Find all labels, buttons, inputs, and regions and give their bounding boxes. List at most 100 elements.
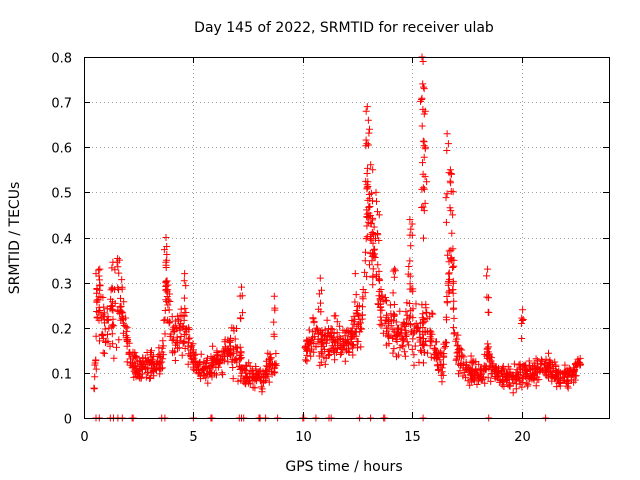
data-point bbox=[323, 316, 331, 324]
data-point bbox=[258, 385, 266, 393]
data-point bbox=[470, 368, 478, 376]
data-point bbox=[213, 371, 220, 379]
data-point bbox=[113, 343, 120, 351]
data-point bbox=[377, 313, 385, 321]
data-point bbox=[229, 364, 237, 371]
data-point bbox=[378, 306, 386, 314]
data-point bbox=[177, 333, 185, 340]
data-point bbox=[509, 389, 517, 397]
data-point bbox=[524, 382, 532, 390]
data-point bbox=[433, 362, 441, 370]
data-point bbox=[571, 376, 579, 384]
data-point bbox=[233, 358, 241, 366]
data-point bbox=[120, 329, 127, 337]
data-point bbox=[115, 269, 123, 277]
data-point bbox=[354, 321, 362, 329]
data-point bbox=[100, 313, 108, 321]
data-point bbox=[426, 313, 434, 321]
data-point bbox=[108, 264, 116, 272]
data-point bbox=[171, 348, 179, 356]
data-point bbox=[443, 298, 451, 306]
data-point bbox=[545, 349, 552, 357]
data-point bbox=[163, 293, 171, 300]
data-point bbox=[487, 358, 495, 366]
data-point bbox=[362, 136, 370, 144]
data-point bbox=[145, 358, 153, 366]
data-point bbox=[131, 352, 138, 360]
data-point bbox=[574, 361, 582, 368]
data-point bbox=[419, 319, 427, 327]
data-point bbox=[127, 359, 135, 367]
data-point bbox=[525, 357, 533, 365]
data-point bbox=[445, 270, 453, 278]
data-point bbox=[443, 147, 451, 154]
data-point bbox=[417, 97, 424, 105]
data-point bbox=[364, 164, 372, 172]
data-point bbox=[443, 190, 451, 198]
data-point bbox=[262, 371, 270, 378]
data-point bbox=[390, 273, 398, 281]
data-point bbox=[367, 161, 375, 169]
data-point bbox=[266, 362, 274, 370]
data-point bbox=[410, 361, 418, 369]
data-point bbox=[419, 159, 426, 167]
data-point bbox=[175, 344, 183, 352]
data-point bbox=[449, 211, 457, 219]
data-point bbox=[219, 371, 227, 379]
data-point bbox=[462, 374, 470, 382]
data-point bbox=[249, 367, 257, 374]
data-point bbox=[499, 377, 507, 385]
data-point bbox=[337, 334, 345, 342]
data-point bbox=[359, 293, 367, 301]
data-point bbox=[363, 222, 371, 230]
data-point bbox=[484, 374, 492, 382]
data-point bbox=[230, 349, 238, 357]
data-point bbox=[424, 349, 432, 357]
data-point bbox=[221, 343, 229, 351]
data-point bbox=[185, 339, 192, 347]
data-point bbox=[375, 267, 383, 275]
data-point bbox=[435, 366, 443, 373]
data-point bbox=[564, 384, 572, 392]
data-point bbox=[120, 322, 128, 329]
data-point bbox=[270, 318, 278, 326]
data-point bbox=[136, 374, 144, 382]
data-point bbox=[394, 351, 402, 359]
data-point bbox=[328, 325, 336, 333]
data-point bbox=[182, 282, 190, 290]
data-point bbox=[101, 319, 108, 327]
data-point bbox=[238, 292, 246, 300]
data-point bbox=[421, 107, 429, 115]
data-point bbox=[180, 312, 188, 320]
data-point bbox=[321, 326, 329, 334]
data-point bbox=[420, 85, 428, 93]
data-point bbox=[411, 342, 419, 350]
data-point bbox=[371, 250, 379, 258]
data-point bbox=[353, 307, 361, 314]
data-point bbox=[92, 332, 100, 340]
data-point bbox=[317, 299, 324, 307]
data-point bbox=[473, 381, 481, 388]
data-point bbox=[370, 223, 378, 231]
data-point bbox=[234, 344, 242, 352]
data-point bbox=[210, 357, 218, 365]
data-point bbox=[185, 326, 193, 334]
data-point bbox=[384, 332, 392, 340]
data-point bbox=[369, 272, 377, 280]
data-point bbox=[422, 337, 430, 345]
data-point bbox=[521, 362, 529, 370]
data-point bbox=[462, 365, 470, 373]
data-point bbox=[156, 370, 164, 378]
data-point bbox=[391, 267, 399, 275]
data-point bbox=[319, 342, 327, 350]
data-point bbox=[174, 316, 182, 324]
data-point bbox=[347, 327, 355, 335]
data-point bbox=[310, 340, 318, 347]
data-point bbox=[375, 237, 383, 244]
data-point bbox=[267, 354, 275, 362]
data-point bbox=[365, 203, 373, 211]
data-point bbox=[508, 371, 516, 379]
data-point bbox=[304, 342, 312, 350]
data-point bbox=[373, 230, 381, 237]
data-point bbox=[181, 304, 189, 312]
